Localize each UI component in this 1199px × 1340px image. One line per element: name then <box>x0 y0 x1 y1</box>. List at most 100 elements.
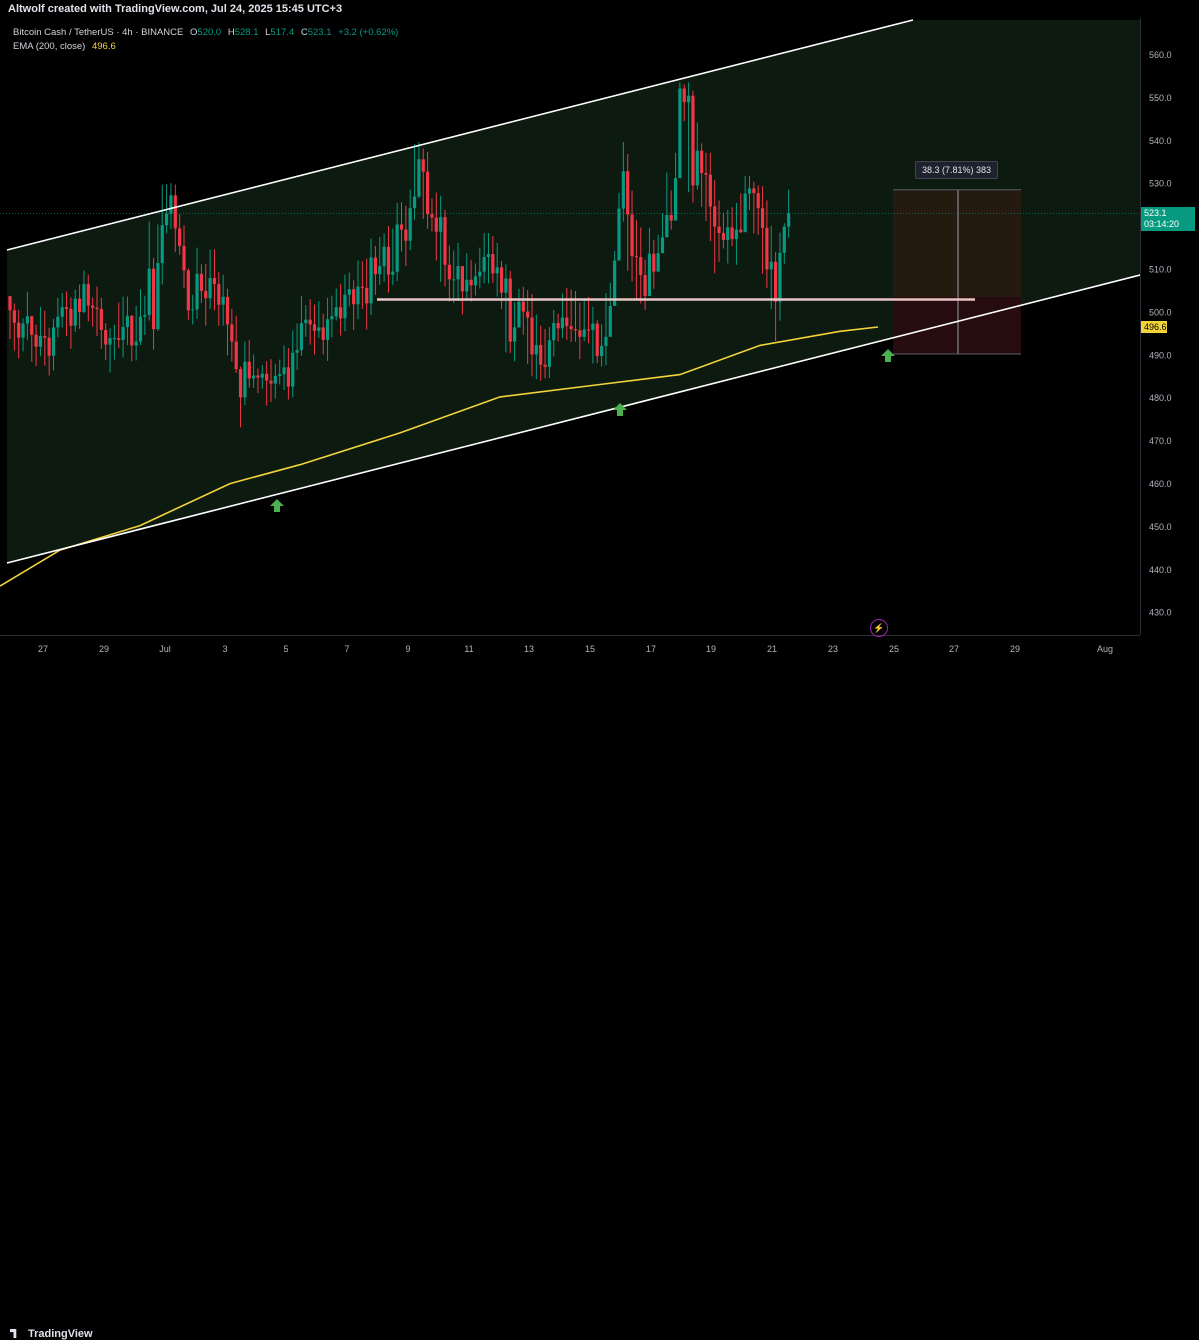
legend-open: O520.0 <box>190 27 222 38</box>
candle <box>469 260 473 302</box>
candle <box>756 185 760 235</box>
candle-body <box>160 225 164 264</box>
candle-body <box>774 261 778 302</box>
candle <box>86 274 90 322</box>
time-tick-label: Jul <box>159 644 171 654</box>
candle-body <box>565 317 569 327</box>
position-measure-label[interactable]: 38.3 (7.81%) 383 <box>915 161 999 179</box>
candle <box>473 263 478 296</box>
candle <box>143 295 147 336</box>
lightning-icon[interactable]: ⚡ <box>870 619 888 637</box>
candle <box>412 143 417 220</box>
candle-body <box>613 260 617 306</box>
candle <box>138 289 143 346</box>
candle-body <box>304 319 308 324</box>
candle <box>765 200 769 288</box>
candle-body <box>708 174 712 207</box>
legend-close: C523.1 <box>300 27 332 38</box>
candle <box>530 293 534 377</box>
candle-body <box>112 338 116 340</box>
candle <box>491 236 495 283</box>
candle <box>739 193 743 234</box>
tradingview-logo[interactable]: TradingView <box>10 1328 93 1340</box>
candle-body <box>352 289 356 305</box>
candle-body <box>34 334 38 347</box>
candle-body <box>473 276 478 286</box>
candle-body <box>734 229 739 240</box>
candle-body <box>412 196 417 209</box>
candle-body <box>713 206 717 227</box>
legend-symbol-row[interactable]: Bitcoin Cash / TetherUS · 4h · BINANCE O… <box>13 26 398 40</box>
candle <box>504 264 508 353</box>
legend-low: L517.4 <box>265 27 295 38</box>
time-tick-label: 3 <box>222 644 227 654</box>
candle <box>156 224 160 331</box>
candle <box>643 259 647 310</box>
candle <box>774 251 778 342</box>
candle <box>717 200 721 262</box>
candle-body <box>417 159 421 197</box>
candle <box>360 261 364 309</box>
legend-ema-label: EMA (200, close) <box>13 41 86 52</box>
candle <box>282 345 286 391</box>
candle-body <box>656 253 660 272</box>
candle-body <box>639 257 643 276</box>
candle <box>678 82 682 179</box>
price-tick-label: 450.0 <box>1149 522 1172 532</box>
candle-body <box>739 229 743 233</box>
candle-body <box>456 266 460 280</box>
candle-body <box>486 254 491 258</box>
candle-body <box>134 341 138 346</box>
candle <box>334 288 338 321</box>
candle-body <box>278 374 282 376</box>
candle-body <box>382 246 386 267</box>
candle <box>778 232 782 321</box>
candle <box>534 314 538 380</box>
candle <box>108 328 112 373</box>
legend-symbol[interactable]: Bitcoin Cash / TetherUS · 4h · BINANCE <box>13 27 184 38</box>
candle-body <box>634 256 638 258</box>
price-axis[interactable]: 430.0 440.0 450.0 460.0 470.0 480.0 490.0 500.0… <box>1140 18 1199 635</box>
candle <box>256 368 260 394</box>
candle-body <box>704 172 708 175</box>
candle-body <box>73 298 77 326</box>
candle <box>687 82 691 193</box>
candle <box>782 223 786 264</box>
candle-body <box>195 273 199 310</box>
time-axis[interactable]: 27 29 Jul 3 5 7 9 11 13 15 17 19 21 23 25 27 29 Aug <box>0 635 1140 662</box>
candle <box>60 293 64 328</box>
candle <box>325 297 330 361</box>
candle-body <box>317 327 321 331</box>
candle <box>399 202 404 252</box>
candle-body <box>669 215 673 221</box>
candle-body <box>243 361 247 398</box>
legend-ema-row[interactable]: EMA (200, close) 496.6 <box>13 40 398 54</box>
candle <box>95 286 99 336</box>
candle <box>186 268 190 320</box>
candle-body <box>347 289 351 295</box>
candle <box>721 212 725 249</box>
brand-name: TradingView <box>28 1328 93 1340</box>
candle <box>273 363 277 399</box>
candle <box>460 266 464 315</box>
candle <box>91 297 95 327</box>
price-chart[interactable] <box>0 18 1140 635</box>
price-tick-label: 500.0 <box>1149 307 1172 317</box>
candle <box>295 323 299 370</box>
candle-body <box>578 330 582 337</box>
time-tick-label: 27 <box>38 644 48 654</box>
candle <box>621 142 625 222</box>
last-price-tag: 523.1 03:14:20 <box>1141 207 1195 231</box>
candle-body <box>60 307 64 317</box>
candle-body <box>673 178 678 221</box>
candle-body <box>108 338 112 345</box>
channel-lower-line <box>6 274 1140 564</box>
candle-body <box>399 224 404 230</box>
candle <box>586 296 591 344</box>
time-tick-label: 17 <box>646 644 656 654</box>
candle-body <box>225 296 230 325</box>
candle <box>312 304 317 355</box>
candle-body <box>130 315 134 346</box>
candle-body <box>678 88 682 179</box>
candle-body <box>330 316 334 320</box>
